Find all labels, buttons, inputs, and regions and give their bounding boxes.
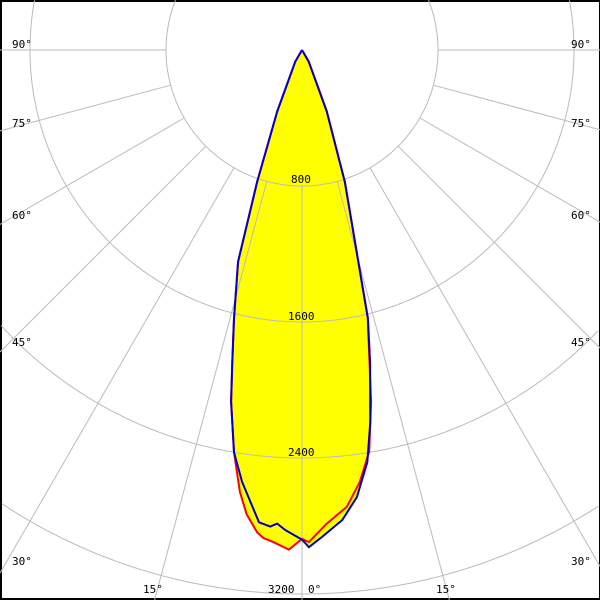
- grid-circle-1600: [29, 0, 575, 323]
- angle-label-right-90: 90°: [571, 38, 591, 51]
- grid-radial-line--15: [154, 181, 268, 600]
- angle-label-left-15: 15°: [143, 583, 163, 596]
- angle-label-right-15: 15°: [436, 583, 456, 596]
- grid-circle-3200: [1, 503, 599, 595]
- series-fill-1: [231, 50, 371, 548]
- radial-label-2400: 2400: [288, 446, 315, 459]
- angle-label-0: 0°: [308, 583, 322, 596]
- angle-label-left-75: 75°: [12, 117, 32, 130]
- series-line-1: [230, 49, 372, 549]
- radial-label-1600: 1600: [288, 310, 315, 323]
- angle-label-left-90: 90°: [12, 38, 32, 51]
- radial-label-800: 800: [291, 173, 311, 186]
- grid-radial-line-75: [433, 84, 600, 131]
- angle-label-right-45: 45°: [571, 336, 591, 349]
- grid-radial-line--45: [0, 145, 207, 353]
- grid-circle-2400: [0, 325, 599, 459]
- grid-radial-line-60: [419, 117, 600, 223]
- radial-label-3200: 3200: [268, 583, 295, 596]
- grid-radial-line-45: [397, 145, 600, 349]
- grid-radial-line--30: [0, 167, 235, 574]
- grid-radial-line--75: [0, 84, 171, 132]
- grid-radial-line-30: [369, 167, 600, 567]
- angle-label-left-45: 45°: [12, 336, 32, 349]
- grid-radial-line--60: [0, 117, 185, 225]
- angle-label-left-30: 30°: [12, 555, 32, 568]
- angle-label-right-75: 75°: [571, 117, 591, 130]
- angle-label-right-60: 60°: [571, 209, 591, 222]
- angle-label-left-60: 60°: [12, 209, 32, 222]
- angle-label-right-30: 30°: [571, 555, 591, 568]
